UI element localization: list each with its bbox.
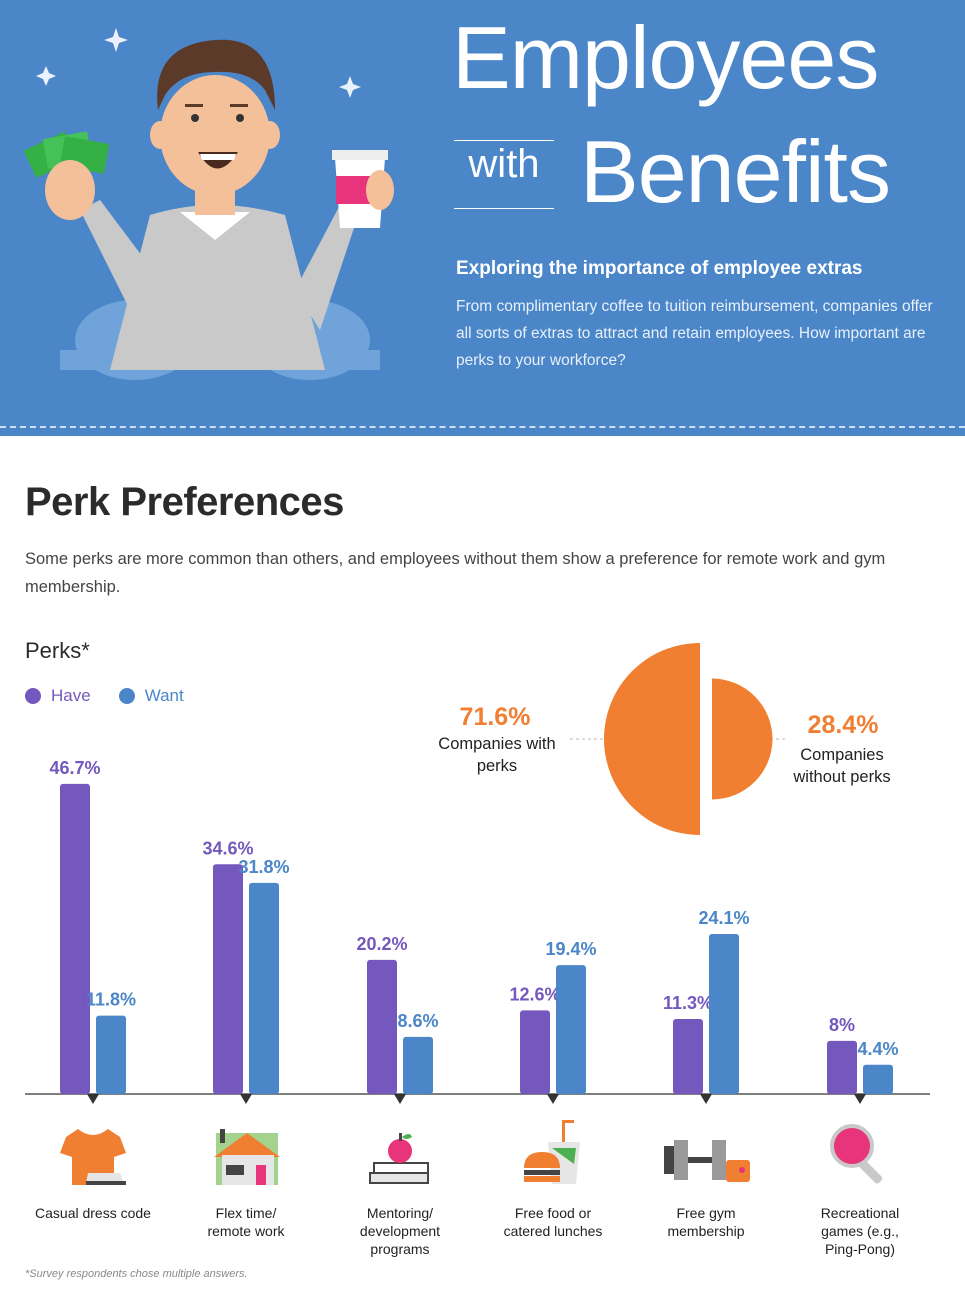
hero-description: From complimentary coffee to tuition rei… [456, 298, 933, 369]
divider [454, 208, 554, 209]
bar-have [213, 864, 243, 1094]
hero-subtitle: Exploring the importance of employee ext… [456, 258, 863, 279]
axis-tick-marker [854, 1094, 866, 1104]
books-apple-icon [369, 1133, 429, 1184]
data-label-want: 11.8% [86, 990, 136, 1010]
category-label: Flex time/remote work [207, 1205, 285, 1239]
legend-item-have: Have [25, 686, 91, 706]
pie-without-perks-pct: 28.4% [807, 711, 879, 739]
title-benefits: Benefits [580, 122, 891, 221]
burger-drink-icon [524, 1120, 580, 1184]
pie-slice-with-perks [604, 643, 700, 835]
t-shirt-icon [60, 1129, 126, 1185]
data-label-want: 19.4% [545, 939, 596, 959]
legend-label: Have [51, 686, 91, 705]
pie-with-perks-pct: 71.6% [459, 703, 531, 731]
footnote: *Survey respondents chose multiple answe… [25, 1268, 248, 1280]
pie-chart [570, 643, 786, 835]
employee-illustration [23, 28, 394, 380]
bar-want [556, 965, 586, 1094]
category-label: Free gym membership [667, 1205, 745, 1239]
category-label: Free food or catered lunches [503, 1205, 603, 1239]
title-employees: Employees [452, 8, 879, 107]
sparkle-icon [36, 66, 56, 86]
axis-tick-marker [240, 1094, 252, 1104]
bar-have [60, 783, 90, 1094]
bar-want [96, 1015, 126, 1094]
sparkle-icon [339, 76, 361, 98]
category-label: Mentoring/development programs [359, 1205, 441, 1257]
house-icon [214, 1129, 280, 1185]
legend-item-want: Want [118, 686, 184, 706]
bar-want [709, 933, 739, 1094]
bar-want [403, 1036, 433, 1094]
section-title: Perk Preferences [25, 480, 344, 524]
data-label-have: 8% [829, 1015, 855, 1035]
axis-tick-marker [394, 1094, 406, 1104]
bar-want [249, 882, 279, 1094]
chart-title: Perks* [25, 638, 90, 663]
category-label: Recreational games (e.g., Ping-Pong) [820, 1205, 900, 1257]
data-label-want: 8.6% [397, 1011, 438, 1031]
bar-have [367, 959, 397, 1094]
data-label-have: 11.3% [663, 993, 713, 1013]
axis-tick-marker [87, 1094, 99, 1104]
data-label-have: 46.7% [49, 758, 100, 778]
chart-legend: Have Want [25, 686, 212, 706]
dashed-divider [0, 426, 965, 428]
data-label-want: 24.1% [698, 908, 749, 928]
data-label-have: 34.6% [202, 838, 253, 858]
legend-dot-icon [118, 688, 135, 704]
section-description: Some perks are more common than others, … [25, 550, 886, 596]
pie-slice-without-perks [712, 678, 773, 800]
data-label-want: 4.4% [857, 1039, 898, 1059]
data-label-have: 20.2% [356, 934, 407, 954]
bar-have [520, 1010, 550, 1094]
title-with: with [468, 142, 540, 186]
sparkle-icon [104, 28, 128, 52]
category-label: Casual dress code [35, 1205, 151, 1221]
perks-bar-chart: 46.7% 11.8% 34.6%31.8% 20.2% 8.6% 12.6% 19.4% 1… [25, 758, 930, 1104]
hero-banner: Employees with Benefits Exploring the im… [0, 0, 965, 436]
axis-tick-marker [700, 1094, 712, 1104]
bar-want [863, 1064, 893, 1094]
pie-with-perks-label: Companies with perks [438, 735, 556, 775]
axis-tick-marker [547, 1094, 559, 1104]
dumbbell-icon [664, 1140, 750, 1182]
divider [454, 140, 554, 141]
data-label-have: 12.6% [509, 984, 560, 1004]
ping-pong-paddle-icon [830, 1124, 883, 1184]
bar-have [827, 1040, 857, 1094]
bar-have [673, 1018, 703, 1094]
data-label-want: 31.8% [238, 857, 289, 877]
legend-dot-icon [25, 688, 41, 704]
legend-label: Want [144, 686, 184, 705]
pie-without-perks-label: Companies without perks [793, 746, 891, 786]
